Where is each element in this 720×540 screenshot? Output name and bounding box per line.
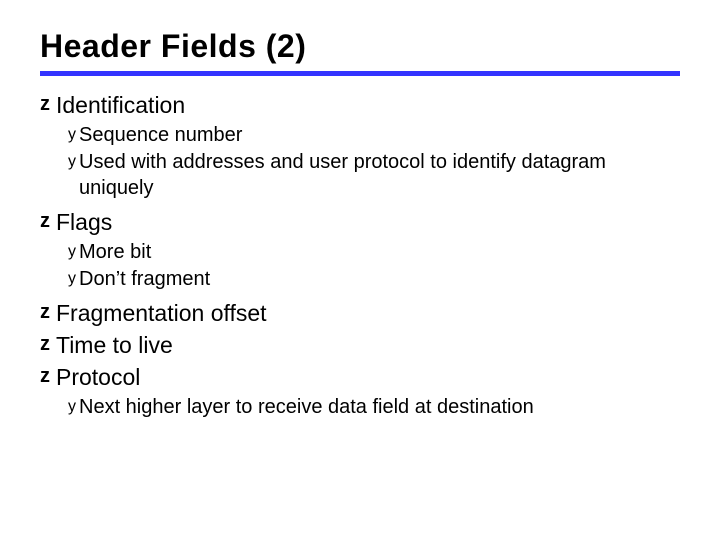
sub-list-item: y Sequence number: [68, 122, 680, 148]
sub-list-item: y Don’t fragment: [68, 266, 680, 292]
slide-title: Header Fields (2): [40, 28, 680, 65]
sub-list-item-text: More bit: [79, 239, 151, 265]
sub-list-item: y Next higher layer to receive data fiel…: [68, 394, 680, 420]
z-bullet-icon: z: [40, 298, 50, 326]
y-bullet-icon: y: [68, 239, 76, 265]
sub-list-item: y Used with addresses and user protocol …: [68, 149, 680, 201]
y-bullet-icon: y: [68, 266, 76, 292]
list-item: z Fragmentation offset: [40, 298, 680, 328]
sub-list-item-text: Next higher layer to receive data field …: [79, 394, 534, 420]
list-item: z Protocol: [40, 362, 680, 392]
main-list: z Identification y Sequence number y Use…: [40, 90, 680, 420]
list-item-text: Protocol: [56, 362, 140, 392]
sub-list: y Sequence number y Used with addresses …: [68, 122, 680, 201]
list-item-text: Flags: [56, 207, 112, 237]
z-bullet-icon: z: [40, 362, 50, 390]
z-bullet-icon: z: [40, 330, 50, 358]
list-item-text: Identification: [56, 90, 185, 120]
y-bullet-icon: y: [68, 122, 76, 148]
sub-list-item-text: Used with addresses and user protocol to…: [79, 149, 680, 201]
list-item-text: Time to live: [56, 330, 173, 360]
title-underline: [40, 71, 680, 76]
list-item: z Time to live: [40, 330, 680, 360]
list-item: z Identification: [40, 90, 680, 120]
z-bullet-icon: z: [40, 90, 50, 118]
z-bullet-icon: z: [40, 207, 50, 235]
list-item-text: Fragmentation offset: [56, 298, 267, 328]
y-bullet-icon: y: [68, 394, 76, 420]
sub-list-item: y More bit: [68, 239, 680, 265]
sub-list-item-text: Don’t fragment: [79, 266, 210, 292]
y-bullet-icon: y: [68, 149, 76, 175]
sub-list-item-text: Sequence number: [79, 122, 242, 148]
sub-list: y Next higher layer to receive data fiel…: [68, 394, 680, 420]
sub-list: y More bit y Don’t fragment: [68, 239, 680, 292]
list-item: z Flags: [40, 207, 680, 237]
